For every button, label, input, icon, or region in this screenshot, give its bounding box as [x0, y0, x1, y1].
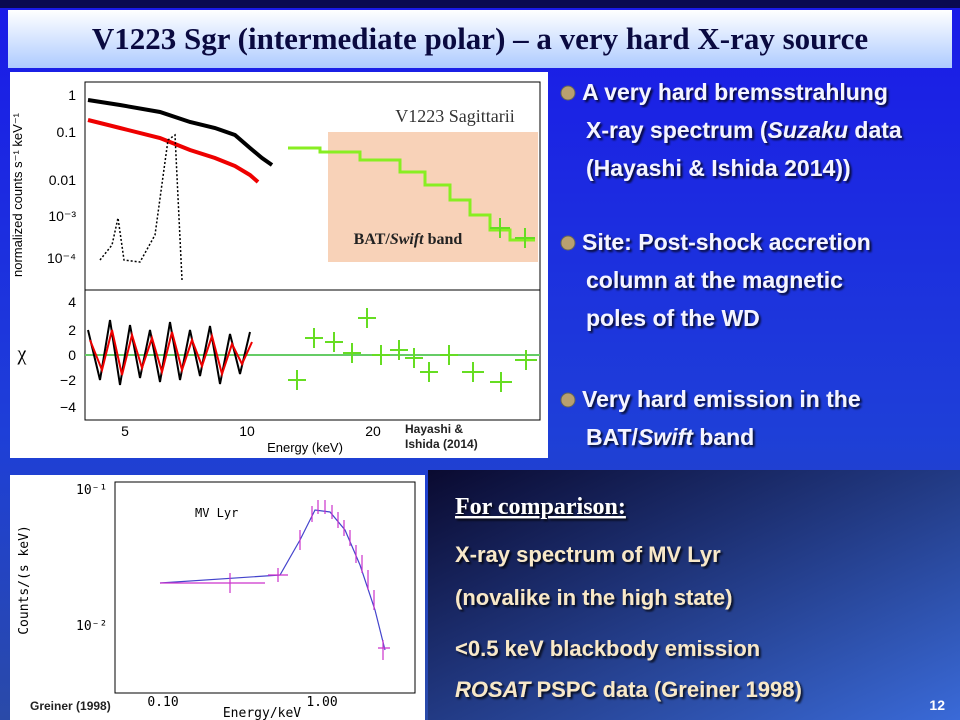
text-segment: band [424, 231, 463, 248]
comparison-text: X-ray spectrum of MV Lyr (novalike in the… [455, 542, 802, 702]
text-segment: Swift [390, 231, 424, 248]
comparison-line: <0.5 keV blackbody emission [455, 636, 760, 661]
bullet-line: Site: Post-shock accretion [582, 229, 871, 255]
credit: Ishida (2014) [405, 437, 478, 451]
model-line [159, 509, 386, 651]
x-tick-label: 1.00 [306, 695, 337, 710]
text-segment: A very hard bremsstrahlung [582, 79, 888, 105]
text-segment: PSPC data (Greiner 1998) [530, 677, 801, 702]
y-tick-label: 0.1 [57, 124, 77, 140]
page-number: 12 [929, 697, 945, 713]
text-segment: ROSAT [455, 677, 532, 702]
bullet-line: X-ray spectrum (Suzaku data [586, 117, 902, 143]
text-segment: data [848, 117, 902, 143]
x-label: Energy/keV [223, 706, 301, 720]
credit: Hayashi & [405, 422, 463, 436]
text-segment: band [693, 424, 754, 450]
x-tick-label: 0.10 [147, 695, 178, 710]
bullet-icon [560, 392, 576, 408]
y-tick-label: 0.01 [49, 172, 76, 188]
chi-tick-label: −2 [60, 372, 76, 388]
chi-tick-label: −4 [60, 399, 76, 415]
x-tick-label: 20 [365, 423, 381, 439]
text-segment: Swift [638, 424, 694, 450]
bullet-icon [560, 235, 576, 251]
title: V1223 Sgr (intermediate polar) – a very … [92, 21, 868, 56]
bullet-line: column at the magnetic [586, 267, 843, 293]
top-bar [0, 0, 960, 8]
text-segment: X-ray spectrum of MV Lyr [455, 542, 721, 567]
bullet-line: BAT/Swift band [586, 424, 754, 450]
text-segment: Suzaku [768, 117, 849, 143]
bottom-figure: MV Lyr 10⁻¹ 10⁻² Counts/(s keV) 0.10 1.0… [10, 475, 425, 720]
title-band [8, 10, 952, 68]
figure-bg [10, 72, 548, 458]
bullet-line: A very hard bremsstrahlung [582, 79, 888, 105]
bat-points [288, 218, 537, 392]
bullet-list: A very hard bremsstrahlung X-ray spectrum… [560, 79, 902, 450]
bullet-line: Very hard emission in the [582, 386, 861, 412]
y-tick-label: 10⁻² [76, 619, 107, 634]
text-segment: poles of the WD [586, 305, 760, 331]
text-segment: (novalike in the high state) [455, 585, 732, 610]
residuals [89, 329, 253, 378]
bottom-panel [428, 470, 960, 720]
text-segment: X-ray spectrum ( [586, 117, 768, 143]
top-figure: V1223 Sagittarii BAT/Swift band normaliz… [10, 72, 548, 458]
x-tick-label: 10 [239, 423, 255, 439]
bullet-icon [560, 85, 576, 101]
x-label: Energy (keV) [267, 440, 343, 455]
bullet-line: (Hayashi & Ishida 2014)) [586, 155, 851, 181]
chi-tick-label: 2 [68, 322, 76, 338]
y-tick-label: 10⁻³ [48, 208, 76, 224]
spectrum-line [87, 98, 274, 167]
text-segment: Very hard emission in the [582, 386, 861, 412]
credit: Greiner (1998) [30, 699, 111, 713]
band-region [328, 132, 538, 262]
chi-tick-label: 4 [68, 294, 76, 310]
text-segment: <0.5 keV blackbody emission [455, 636, 760, 661]
spectrum-line [87, 118, 260, 184]
chi-label: χ [17, 343, 27, 365]
chi-tick-label: 0 [68, 347, 76, 363]
text-segment: (Hayashi & Ishida 2014)) [586, 155, 851, 181]
comparison-heading: For comparison: [455, 494, 626, 520]
bat-spectrum [288, 146, 535, 242]
object-label: V1223 Sagittarii [395, 106, 515, 126]
bullet-line: poles of the WD [586, 305, 760, 331]
model-line [99, 133, 183, 281]
frame [114, 481, 416, 694]
y-tick-label: 10⁻⁴ [47, 250, 76, 266]
comparison-line: (novalike in the high state) [455, 585, 732, 610]
text-segment: Site: Post-shock accretion [582, 229, 871, 255]
comparison-line: X-ray spectrum of MV Lyr [455, 542, 721, 567]
y-label: Counts/(s keV) [17, 525, 32, 635]
text-segment: BAT/ [354, 231, 391, 248]
object-label: MV Lyr [195, 506, 238, 520]
data-points [160, 500, 390, 660]
text-segment: column at the magnetic [586, 267, 843, 293]
text-segment: BAT/ [586, 424, 639, 450]
y-tick-label: 1 [68, 87, 76, 103]
comparison-line: ROSAT PSPC data (Greiner 1998) [455, 677, 802, 702]
y-tick-label: 10⁻¹ [76, 483, 107, 498]
band-label: BAT/Swift band [354, 231, 463, 248]
figure-bg [10, 475, 425, 720]
y-label: normalized counts s⁻¹ keV⁻¹ [10, 112, 25, 277]
x-tick-label: 5 [121, 423, 129, 439]
